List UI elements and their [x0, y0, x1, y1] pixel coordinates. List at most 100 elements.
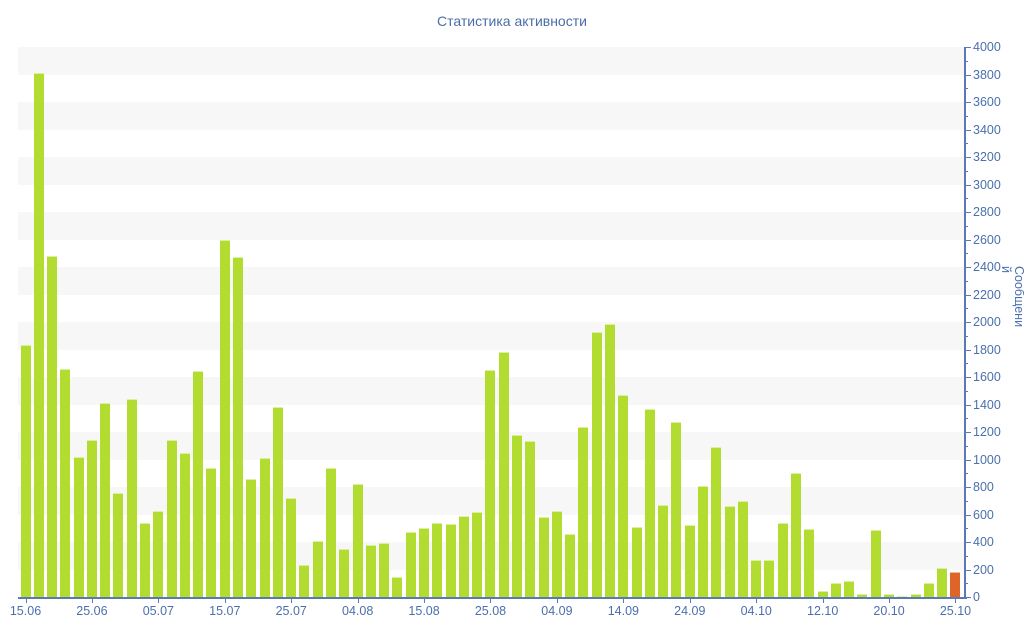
x-axis-tick	[91, 599, 93, 603]
bar[interactable]	[565, 533, 576, 597]
bar[interactable]	[910, 594, 921, 597]
bar[interactable]	[86, 440, 97, 597]
bar[interactable]	[737, 500, 748, 597]
y-axis-tick	[964, 212, 971, 213]
x-axis-tick	[490, 599, 492, 603]
y-axis-tick	[964, 294, 971, 296]
bar[interactable]	[379, 543, 390, 597]
grid-band	[18, 47, 964, 75]
x-axis-tick-label: 15.07	[209, 604, 241, 618]
bar[interactable]	[100, 403, 111, 597]
bar[interactable]	[73, 456, 84, 597]
bar[interactable]	[884, 593, 895, 597]
x-axis-tick-label: 12.10	[807, 604, 839, 618]
grid-band	[18, 267, 964, 295]
bar[interactable]	[272, 407, 283, 597]
bar[interactable]	[233, 257, 244, 597]
y-axis-tick-label: 4000	[973, 40, 1001, 54]
bar[interactable]	[804, 528, 815, 597]
bar[interactable]	[817, 590, 828, 597]
bar[interactable]	[777, 522, 788, 597]
y-axis-tick	[964, 363, 968, 365]
bar[interactable]	[365, 545, 376, 597]
bar[interactable]	[113, 492, 124, 597]
bar[interactable]	[419, 528, 430, 597]
bar[interactable]	[458, 515, 469, 597]
bar[interactable]	[791, 472, 802, 597]
bar[interactable]	[352, 483, 363, 597]
y-axis-tick	[964, 335, 968, 337]
y-axis-tick	[964, 184, 971, 186]
bar[interactable]	[591, 331, 602, 597]
bar[interactable]	[47, 256, 58, 597]
bar[interactable]	[605, 324, 616, 597]
bar[interactable]	[671, 422, 682, 597]
bar[interactable]	[33, 73, 44, 597]
y-axis-tick-label: 400	[973, 535, 994, 549]
bar[interactable]	[551, 511, 562, 597]
x-axis-tick-label: 15.06	[9, 604, 42, 618]
bar[interactable]	[432, 522, 443, 597]
bar[interactable]	[857, 594, 868, 597]
bar[interactable]	[259, 458, 270, 597]
y-axis-tick	[964, 225, 968, 227]
bar[interactable]	[206, 468, 217, 597]
bar[interactable]	[724, 506, 735, 597]
y-axis-tick	[964, 459, 971, 461]
bar[interactable]	[286, 498, 297, 597]
x-axis-tick	[822, 599, 824, 603]
x-axis-tick	[158, 599, 160, 603]
bar[interactable]	[923, 583, 934, 597]
bar[interactable]	[60, 368, 71, 597]
y-axis-tick	[964, 74, 971, 76]
x-axis-tick	[357, 599, 359, 603]
bar[interactable]	[326, 468, 337, 597]
bar-highlighted[interactable]	[950, 571, 961, 597]
bar[interactable]	[193, 370, 204, 597]
y-axis-tick-label: 1600	[973, 370, 1001, 384]
bar[interactable]	[166, 439, 177, 597]
bar[interactable]	[844, 580, 855, 597]
bar[interactable]	[937, 568, 948, 597]
y-axis-tick	[964, 445, 968, 447]
bar[interactable]	[445, 524, 456, 597]
bar[interactable]	[684, 524, 695, 597]
x-axis-tick	[955, 599, 957, 603]
bar[interactable]	[751, 559, 762, 597]
bar[interactable]	[525, 440, 536, 597]
bar[interactable]	[392, 577, 403, 597]
bar[interactable]	[153, 511, 164, 597]
x-axis-tick-label: 14.09	[607, 604, 639, 618]
y-axis-tick	[964, 47, 971, 48]
bar[interactable]	[339, 548, 350, 597]
x-axis-tick	[224, 599, 226, 603]
bar[interactable]	[246, 479, 257, 597]
bar[interactable]	[405, 531, 416, 597]
bar[interactable]	[219, 239, 230, 597]
bar[interactable]	[870, 530, 881, 597]
bar[interactable]	[631, 526, 642, 597]
bar[interactable]	[698, 486, 709, 597]
bar[interactable]	[485, 370, 496, 597]
bar[interactable]	[538, 516, 549, 597]
bar[interactable]	[830, 582, 841, 597]
bar[interactable]	[578, 426, 589, 597]
bar[interactable]	[711, 447, 722, 597]
bar[interactable]	[764, 559, 775, 597]
bar[interactable]	[299, 565, 310, 597]
bar[interactable]	[618, 394, 629, 597]
bar[interactable]	[126, 399, 137, 597]
bar[interactable]	[140, 523, 151, 597]
x-axis-tick	[689, 599, 691, 603]
grid-band	[18, 212, 964, 240]
bar[interactable]	[498, 351, 509, 597]
bar[interactable]	[512, 434, 523, 597]
bar[interactable]	[644, 408, 655, 597]
y-axis-tick	[964, 514, 971, 516]
bar[interactable]	[658, 504, 669, 597]
bar[interactable]	[312, 540, 323, 597]
bar[interactable]	[20, 345, 31, 597]
bar[interactable]	[472, 512, 483, 597]
bar[interactable]	[897, 595, 908, 597]
bar[interactable]	[179, 453, 190, 597]
